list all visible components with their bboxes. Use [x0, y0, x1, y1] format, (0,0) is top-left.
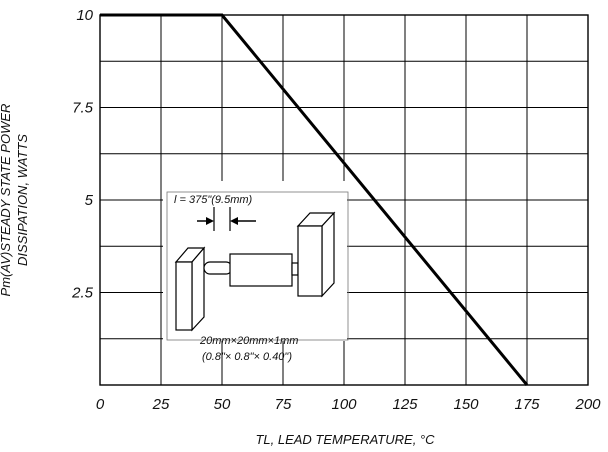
tick-labels: 0 25 50 75 100 125 150 175 200 10 7.5 5 2.5: [71, 7, 601, 413]
x-axis-label: TL, LEAD TEMPERATURE, °C: [255, 432, 435, 447]
left-plate-side: [191, 246, 205, 332]
y-axis-label-line2: DISSIPATION, WATTS: [15, 134, 30, 266]
arrow-head-right: [230, 217, 238, 225]
x-tick-label: 100: [331, 396, 357, 413]
plate-size-metric: 20mm×20mm×1mm: [199, 335, 298, 347]
x-tick-label: 200: [574, 396, 601, 413]
y-tick-label: 7.5: [72, 100, 94, 117]
x-tick-label: 25: [152, 396, 170, 413]
x-tick-label: 0: [96, 396, 105, 413]
arrow-head-left: [206, 217, 214, 225]
left-lead: [203, 261, 233, 275]
mounting-inset: l = 375"(9.5mm) 20mm×20mm×1mm (0.8"× 0.8…: [163, 181, 349, 363]
right-lead: [291, 262, 299, 276]
plate-size-inches: (0.8"× 0.8"× 0.40"): [202, 351, 292, 363]
left-plate-front: [175, 261, 193, 331]
x-tick-label: 175: [514, 396, 540, 413]
derating-curve: [100, 13, 529, 386]
x-tick-label: 75: [275, 396, 292, 413]
diode-body: [229, 253, 293, 287]
y-axis-label-line1: Pm(AV)STEADY STATE POWER: [0, 104, 13, 297]
x-tick-label: 150: [453, 396, 479, 413]
y-axis-label: Pm(AV)STEADY STATE POWER DISSIPATION, WA…: [0, 104, 30, 297]
inset-frame: [166, 191, 349, 341]
right-plate-side: [321, 211, 335, 298]
x-tick-label: 50: [214, 396, 231, 413]
y-tick-label: 10: [76, 7, 93, 24]
y-tick-label: 2.5: [71, 285, 94, 302]
x-tick-label: 125: [392, 396, 418, 413]
lead-length-label: l = 375"(9.5mm): [174, 194, 253, 206]
y-tick-label: 5: [85, 192, 94, 209]
right-plate-front: [297, 225, 323, 297]
